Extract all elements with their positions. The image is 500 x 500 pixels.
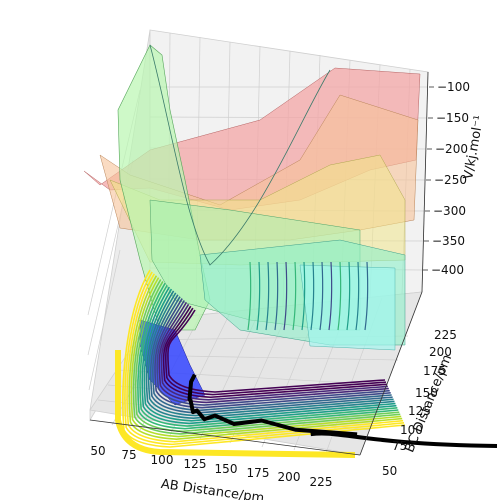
x-tick-label: 125	[184, 457, 207, 471]
z-tick-label: −150	[436, 111, 469, 125]
z-axis-line	[421, 71, 429, 293]
y-axis-line	[359, 291, 423, 456]
trajectory-tail	[310, 431, 498, 448]
z-tick-label: −400	[431, 263, 464, 277]
y-tick-label: 75	[392, 439, 407, 453]
x-tick-label: 200	[278, 470, 301, 484]
contour-line	[143, 288, 396, 422]
contour-line	[156, 300, 390, 406]
x-tick-label: 50	[90, 444, 105, 458]
z-tick-label: −250	[434, 173, 467, 187]
contour-line	[147, 292, 394, 417]
x-axis-label: AB Distance/pm	[160, 477, 265, 500]
contour-line	[310, 261, 315, 331]
contour-line	[164, 307, 387, 396]
x-axis-line	[89, 419, 361, 456]
contour-line	[292, 261, 297, 331]
contour-line	[337, 261, 342, 331]
contour-line	[141, 286, 397, 425]
contour-line	[301, 261, 306, 331]
surface	[83, 44, 421, 406]
y-tick-label: 175	[423, 364, 446, 378]
x-tick-label: 175	[247, 466, 270, 480]
contour-yellow-band	[115, 350, 356, 458]
z-axis: −100−150−200−250−300−350−400 V/kj.mol⁻¹	[421, 71, 487, 293]
y-tick-label: 125	[408, 404, 431, 418]
contour-line	[154, 298, 391, 409]
contour-line	[319, 261, 324, 331]
contour-line	[355, 261, 360, 331]
contour-line	[145, 290, 395, 419]
contour-line	[132, 279, 401, 435]
contour-line	[137, 282, 399, 430]
z-tick-label: −100	[437, 80, 470, 94]
surface-ridge-line	[149, 44, 331, 266]
x-tick-label: 150	[215, 462, 238, 476]
contour-line	[128, 275, 403, 440]
contour-lines	[122, 261, 406, 448]
contour-floor-edge	[115, 350, 356, 458]
z-tick-label: −300	[433, 204, 466, 218]
contour-line	[130, 277, 402, 438]
contour-line	[274, 261, 279, 331]
trajectory	[187, 373, 498, 448]
z-tick-label: −200	[435, 142, 468, 156]
x-tick-label: 225	[310, 475, 333, 489]
contour-line	[346, 261, 351, 331]
contour-line	[283, 261, 288, 331]
contour-line	[152, 296, 392, 412]
contour-line	[328, 261, 333, 331]
y-tick-label: 225	[434, 328, 457, 342]
y-tick-label: 100	[400, 423, 423, 437]
contour-line	[247, 261, 252, 331]
contour-line	[162, 305, 387, 399]
y-tick-label: 50	[382, 464, 397, 478]
contour-line	[139, 284, 398, 427]
y-tick-label: 150	[415, 386, 438, 400]
contour-line	[122, 269, 406, 448]
x-tick-label: 100	[151, 453, 174, 467]
contour-line	[134, 281, 400, 433]
x-tick-label: 75	[121, 448, 136, 462]
contour-line	[167, 309, 386, 393]
z-tick-label: −350	[432, 234, 465, 248]
trajectory-path	[187, 373, 358, 437]
contour-line	[124, 271, 405, 446]
contour-line	[126, 273, 404, 443]
surface-light-cyan	[299, 264, 396, 351]
contour-line	[364, 261, 369, 331]
contour-line	[149, 294, 393, 414]
y-tick-label: 200	[429, 345, 452, 359]
contour-line	[265, 261, 270, 331]
contour-line	[256, 261, 261, 331]
